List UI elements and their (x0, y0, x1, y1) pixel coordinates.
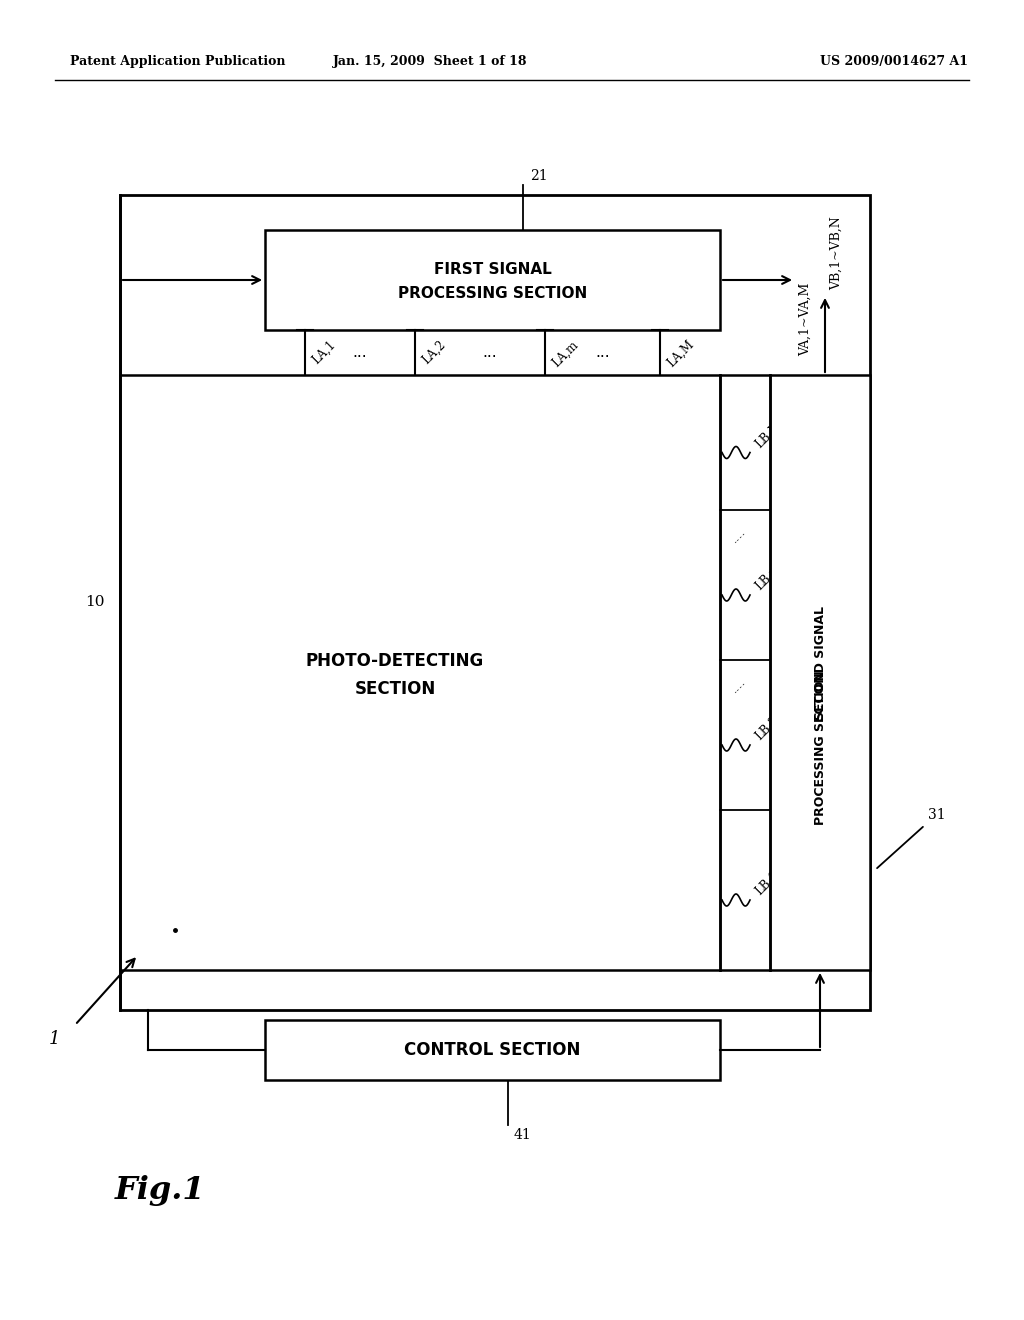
Text: PROCESSING SECTION: PROCESSING SECTION (398, 286, 587, 301)
Bar (265, 1020, 720, 1080)
Text: ...: ... (595, 345, 610, 360)
Text: ...: ... (352, 345, 368, 360)
Text: LB,N: LB,N (753, 420, 783, 450)
Text: US 2009/0014627 A1: US 2009/0014627 A1 (820, 55, 968, 69)
Text: Fig.1: Fig.1 (115, 1175, 206, 1206)
Text: LB,n: LB,n (753, 564, 781, 593)
Text: Jan. 15, 2009  Sheet 1 of 18: Jan. 15, 2009 Sheet 1 of 18 (333, 55, 527, 69)
Text: VA,1~VA,M: VA,1~VA,M (799, 282, 812, 356)
Bar (265, 230, 720, 330)
Text: 31: 31 (928, 808, 945, 822)
Text: 10: 10 (85, 595, 105, 610)
Text: SECTION: SECTION (354, 680, 435, 697)
Text: ...: ... (482, 345, 498, 360)
Bar (120, 375, 720, 970)
Text: SECOND SIGNAL: SECOND SIGNAL (813, 606, 826, 719)
Bar (770, 375, 870, 970)
Text: LA,m: LA,m (550, 338, 582, 370)
Text: 21: 21 (530, 169, 548, 183)
Text: LA,2: LA,2 (420, 338, 449, 367)
Text: FIRST SIGNAL: FIRST SIGNAL (433, 263, 551, 277)
Text: 41: 41 (513, 1129, 531, 1142)
Text: LB,1: LB,1 (753, 870, 781, 898)
Bar (120, 195, 870, 1010)
Text: VB,1~VB,N: VB,1~VB,N (830, 216, 843, 290)
Text: PROCESSING SECTION: PROCESSING SECTION (813, 671, 826, 825)
Text: LA,M: LA,M (665, 338, 697, 370)
Text: LB,2: LB,2 (753, 714, 781, 743)
Text: CONTROL SECTION: CONTROL SECTION (404, 1041, 581, 1059)
Text: ....: .... (728, 525, 749, 545)
Text: ....: .... (728, 675, 749, 696)
Text: LA,1: LA,1 (310, 338, 339, 367)
Text: PHOTO-DETECTING: PHOTO-DETECTING (306, 652, 484, 669)
Text: Patent Application Publication: Patent Application Publication (70, 55, 286, 69)
Text: 1: 1 (48, 1030, 60, 1048)
